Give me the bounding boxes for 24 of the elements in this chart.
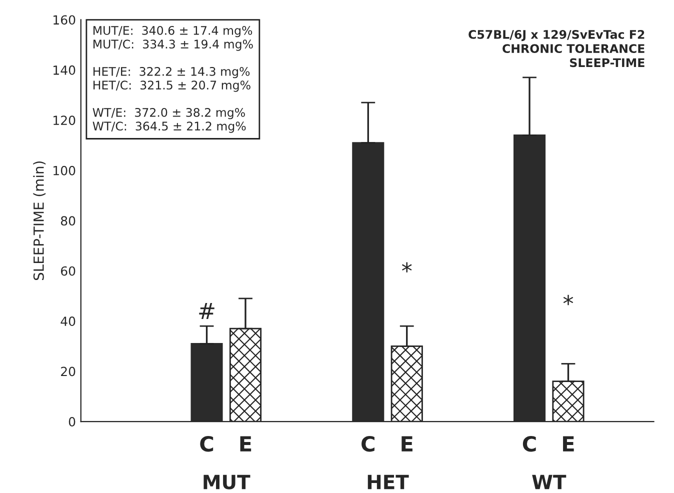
y-tick-label: 60 xyxy=(60,266,76,276)
text: E xyxy=(402,436,412,452)
text: C57BL/6J x 129/SvEvTac F2 CHRONIC TOLERANCE SLEEP-TIME xyxy=(468,30,644,68)
y-tick-label: 40 xyxy=(60,316,76,326)
text: E xyxy=(563,436,574,452)
x-tick-label: MUT xyxy=(204,474,250,490)
y-tick-label: 160 xyxy=(54,15,76,25)
series-label: C xyxy=(200,436,214,452)
y-axis-title: SLEEP-TIME (min) xyxy=(33,161,46,280)
x-tick-label: WT xyxy=(532,474,566,490)
text: C xyxy=(362,436,374,452)
y-tick-label: 140 xyxy=(54,65,76,75)
y-tick-label: 80 xyxy=(60,216,76,226)
annotation: # xyxy=(199,303,214,319)
annotation: * xyxy=(563,294,574,306)
y-tick-label: 0 xyxy=(68,416,76,426)
text: MUT/E: 340.6 ± 17.4 mg% MUT/C: 334.3 ± 19.4 mg% HET/E: 322.2 ± 14.3 mg% HET/C: 321.5 ± 20.7 mg% WT/E: 372.0 ± 38.2 mg% WT/C: 364.5 ± 21.2 mg% xyxy=(92,26,253,133)
y-tick-label: 100 xyxy=(54,166,76,176)
annotation: * xyxy=(402,262,412,272)
text: C xyxy=(522,436,536,452)
y-tick-label: 20 xyxy=(61,366,76,376)
series-label: E xyxy=(240,436,252,452)
y-tick-label: 120 xyxy=(54,116,76,126)
x-tick-label: HET xyxy=(368,474,409,490)
